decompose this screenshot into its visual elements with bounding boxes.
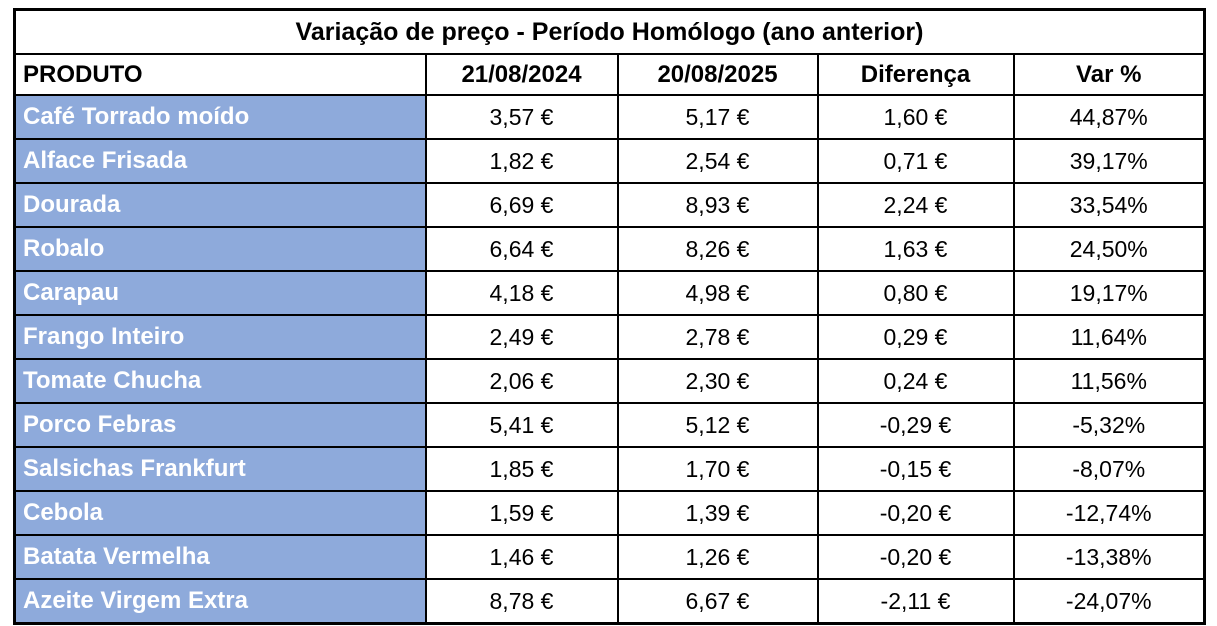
var-percent-cell: -13,38% [1012, 534, 1206, 580]
difference-cell: -2,11 € [816, 578, 1015, 625]
var-percent-cell: 11,64% [1012, 314, 1206, 360]
difference-cell: 0,24 € [816, 358, 1015, 404]
table-title: Variação de preço - Período Homólogo (an… [13, 8, 1206, 55]
table-title-row: Variação de preço - Período Homólogo (an… [13, 8, 1206, 55]
column-header-produto: PRODUTO [13, 53, 427, 96]
difference-cell: 0,71 € [816, 138, 1015, 184]
var-percent-cell: 24,50% [1012, 226, 1206, 272]
price-2025-cell: 2,78 € [616, 314, 819, 360]
price-2024-cell: 1,59 € [424, 490, 619, 536]
product-cell: Batata Vermelha [13, 534, 427, 580]
table-row: Batata Vermelha 1,46 € 1,26 € -0,20 € -1… [13, 534, 1206, 580]
column-header-date-2025: 20/08/2025 [616, 53, 819, 96]
difference-cell: 0,80 € [816, 270, 1015, 316]
table-row: Robalo 6,64 € 8,26 € 1,63 € 24,50% [13, 226, 1206, 272]
price-2024-cell: 1,46 € [424, 534, 619, 580]
price-2025-cell: 2,30 € [616, 358, 819, 404]
price-2025-cell: 5,17 € [616, 94, 819, 140]
product-cell: Carapau [13, 270, 427, 316]
difference-cell: 0,29 € [816, 314, 1015, 360]
difference-cell: 1,60 € [816, 94, 1015, 140]
var-percent-cell: 44,87% [1012, 94, 1206, 140]
price-2025-cell: 1,26 € [616, 534, 819, 580]
var-percent-cell: -5,32% [1012, 402, 1206, 448]
price-2024-cell: 3,57 € [424, 94, 619, 140]
price-2024-cell: 5,41 € [424, 402, 619, 448]
price-2025-cell: 2,54 € [616, 138, 819, 184]
price-2024-cell: 1,85 € [424, 446, 619, 492]
table-row: Cebola 1,59 € 1,39 € -0,20 € -12,74% [13, 490, 1206, 536]
table-row: Alface Frisada 1,82 € 2,54 € 0,71 € 39,1… [13, 138, 1206, 184]
price-2025-cell: 8,26 € [616, 226, 819, 272]
price-variation-table: Variação de preço - Período Homólogo (an… [13, 8, 1206, 625]
product-cell: Porco Febras [13, 402, 427, 448]
table-row: Salsichas Frankfurt 1,85 € 1,70 € -0,15 … [13, 446, 1206, 492]
var-percent-cell: 19,17% [1012, 270, 1206, 316]
difference-cell: -0,15 € [816, 446, 1015, 492]
product-cell: Dourada [13, 182, 427, 228]
product-cell: Frango Inteiro [13, 314, 427, 360]
table-row: Café Torrado moído 3,57 € 5,17 € 1,60 € … [13, 94, 1206, 140]
product-cell: Salsichas Frankfurt [13, 446, 427, 492]
table-row: Azeite Virgem Extra 8,78 € 6,67 € -2,11 … [13, 578, 1206, 625]
price-2025-cell: 5,12 € [616, 402, 819, 448]
difference-cell: -0,29 € [816, 402, 1015, 448]
price-2025-cell: 4,98 € [616, 270, 819, 316]
var-percent-cell: -24,07% [1012, 578, 1206, 625]
price-2024-cell: 8,78 € [424, 578, 619, 625]
price-2025-cell: 1,70 € [616, 446, 819, 492]
product-cell: Alface Frisada [13, 138, 427, 184]
price-2024-cell: 2,06 € [424, 358, 619, 404]
table-body: Café Torrado moído 3,57 € 5,17 € 1,60 € … [13, 94, 1206, 625]
price-2024-cell: 1,82 € [424, 138, 619, 184]
price-2024-cell: 4,18 € [424, 270, 619, 316]
table-row: Porco Febras 5,41 € 5,12 € -0,29 € -5,32… [13, 402, 1206, 448]
var-percent-cell: 33,54% [1012, 182, 1206, 228]
price-2025-cell: 8,93 € [616, 182, 819, 228]
var-percent-cell: 11,56% [1012, 358, 1206, 404]
difference-cell: -0,20 € [816, 490, 1015, 536]
table-row: Frango Inteiro 2,49 € 2,78 € 0,29 € 11,6… [13, 314, 1206, 360]
price-2024-cell: 6,69 € [424, 182, 619, 228]
column-header-var-percent: Var % [1012, 53, 1206, 96]
table-row: Tomate Chucha 2,06 € 2,30 € 0,24 € 11,56… [13, 358, 1206, 404]
var-percent-cell: 39,17% [1012, 138, 1206, 184]
product-cell: Azeite Virgem Extra [13, 578, 427, 625]
difference-cell: -0,20 € [816, 534, 1015, 580]
column-header-diferenca: Diferença [816, 53, 1015, 96]
column-header-date-2024: 21/08/2024 [424, 53, 619, 96]
price-2024-cell: 6,64 € [424, 226, 619, 272]
product-cell: Cebola [13, 490, 427, 536]
product-cell: Robalo [13, 226, 427, 272]
product-cell: Café Torrado moído [13, 94, 427, 140]
price-2024-cell: 2,49 € [424, 314, 619, 360]
table-row: Dourada 6,69 € 8,93 € 2,24 € 33,54% [13, 182, 1206, 228]
price-2025-cell: 6,67 € [616, 578, 819, 625]
price-2025-cell: 1,39 € [616, 490, 819, 536]
var-percent-cell: -8,07% [1012, 446, 1206, 492]
difference-cell: 2,24 € [816, 182, 1015, 228]
var-percent-cell: -12,74% [1012, 490, 1206, 536]
table-row: Carapau 4,18 € 4,98 € 0,80 € 19,17% [13, 270, 1206, 316]
table-header-row: PRODUTO 21/08/2024 20/08/2025 Diferença … [13, 53, 1206, 96]
product-cell: Tomate Chucha [13, 358, 427, 404]
difference-cell: 1,63 € [816, 226, 1015, 272]
